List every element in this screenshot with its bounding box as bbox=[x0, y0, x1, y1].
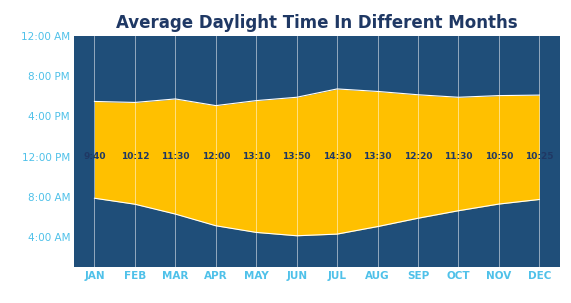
Text: 14:30: 14:30 bbox=[323, 152, 351, 161]
Text: 10:12: 10:12 bbox=[120, 152, 149, 161]
Text: 13:50: 13:50 bbox=[283, 152, 311, 161]
Text: 13:10: 13:10 bbox=[242, 152, 271, 161]
Text: 11:30: 11:30 bbox=[444, 152, 473, 161]
Text: 12:00: 12:00 bbox=[202, 152, 230, 161]
Text: 9:40: 9:40 bbox=[83, 152, 106, 161]
Title: Average Daylight Time In Different Months: Average Daylight Time In Different Month… bbox=[116, 14, 518, 32]
Text: 10:50: 10:50 bbox=[485, 152, 513, 161]
Text: 11:30: 11:30 bbox=[161, 152, 190, 161]
Text: 12:20: 12:20 bbox=[404, 152, 432, 161]
Text: 13:30: 13:30 bbox=[363, 152, 392, 161]
Text: 10:25: 10:25 bbox=[525, 152, 554, 161]
